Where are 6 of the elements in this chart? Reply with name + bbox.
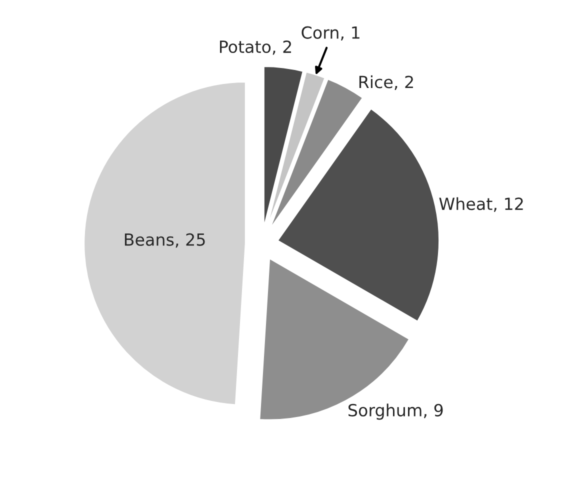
slice-label: Corn, 1	[302, 26, 360, 41]
slice-label: Potato, 2	[220, 40, 292, 55]
slice-label: Rice, 2	[359, 75, 413, 90]
slice-label: Sorghum, 9	[348, 404, 443, 420]
slice-label: Wheat, 12	[439, 197, 523, 212]
slice-label: Beans, 25	[124, 233, 205, 248]
